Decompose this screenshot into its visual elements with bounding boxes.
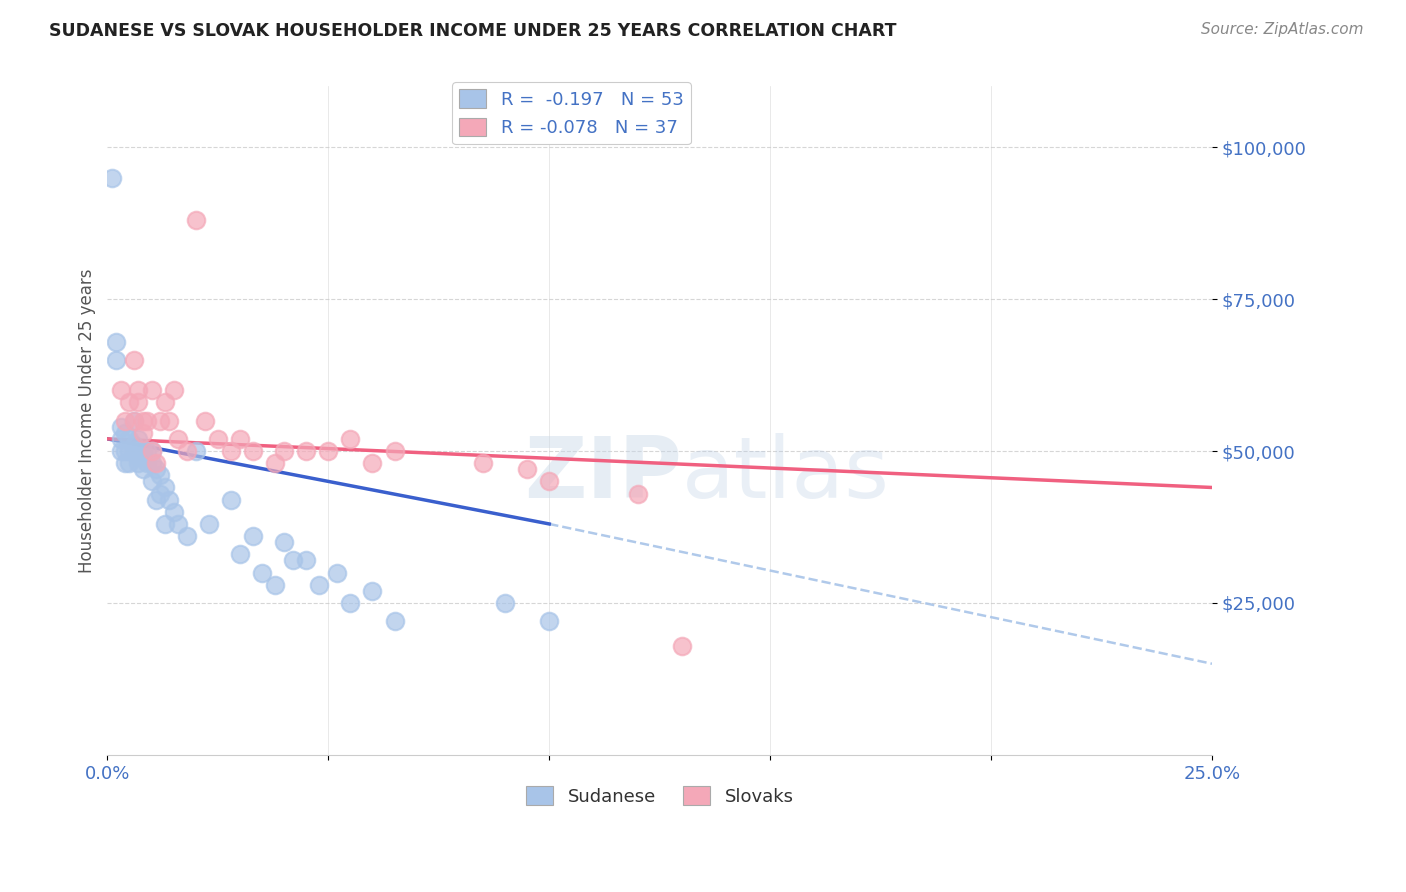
Point xyxy=(318,444,340,458)
Point xyxy=(339,596,361,610)
Point xyxy=(132,425,155,440)
Point xyxy=(194,414,217,428)
Point xyxy=(141,444,163,458)
Point xyxy=(384,614,406,628)
Point xyxy=(153,481,176,495)
Point xyxy=(141,456,163,470)
Point xyxy=(127,450,149,464)
Point xyxy=(153,395,176,409)
Point xyxy=(516,462,538,476)
Point xyxy=(122,414,145,428)
Point xyxy=(157,492,180,507)
Point xyxy=(361,456,384,470)
Point xyxy=(163,505,186,519)
Point xyxy=(198,516,221,531)
Point xyxy=(273,535,295,549)
Point xyxy=(122,444,145,458)
Point xyxy=(308,578,330,592)
Point xyxy=(122,438,145,452)
Point xyxy=(384,444,406,458)
Point xyxy=(136,456,159,470)
Point xyxy=(295,553,318,567)
Point xyxy=(538,475,561,489)
Point xyxy=(118,444,141,458)
Point xyxy=(145,462,167,476)
Point xyxy=(132,462,155,476)
Point xyxy=(250,566,273,580)
Point xyxy=(141,444,163,458)
Point xyxy=(114,414,136,428)
Point xyxy=(127,456,149,470)
Point xyxy=(114,456,136,470)
Point xyxy=(538,614,561,628)
Point xyxy=(176,444,198,458)
Text: Source: ZipAtlas.com: Source: ZipAtlas.com xyxy=(1201,22,1364,37)
Point xyxy=(149,486,172,500)
Point xyxy=(105,352,128,367)
Point xyxy=(118,395,141,409)
Point xyxy=(184,444,207,458)
Point xyxy=(145,456,167,470)
Point xyxy=(295,444,318,458)
Point xyxy=(207,432,229,446)
Point xyxy=(118,432,141,446)
Point xyxy=(494,596,516,610)
Point xyxy=(127,432,149,446)
Point xyxy=(167,516,190,531)
Point xyxy=(132,450,155,464)
Point xyxy=(219,444,242,458)
Point xyxy=(114,425,136,440)
Point xyxy=(132,414,155,428)
Text: SUDANESE VS SLOVAK HOUSEHOLDER INCOME UNDER 25 YEARS CORRELATION CHART: SUDANESE VS SLOVAK HOUSEHOLDER INCOME UN… xyxy=(49,22,897,40)
Point xyxy=(472,456,495,470)
Point xyxy=(110,383,132,397)
Point xyxy=(136,444,159,458)
Text: atlas: atlas xyxy=(682,433,890,516)
Point xyxy=(176,529,198,543)
Point xyxy=(167,432,190,446)
Legend: Sudanese, Slovaks: Sudanese, Slovaks xyxy=(519,779,800,813)
Point xyxy=(273,444,295,458)
Y-axis label: Householder Income Under 25 years: Householder Income Under 25 years xyxy=(79,268,96,573)
Point xyxy=(153,516,176,531)
Point xyxy=(136,414,159,428)
Point xyxy=(626,486,648,500)
Point xyxy=(184,213,207,227)
Point xyxy=(149,468,172,483)
Point xyxy=(242,444,264,458)
Text: ZIP: ZIP xyxy=(524,433,682,516)
Point xyxy=(141,383,163,397)
Point xyxy=(339,432,361,446)
Point xyxy=(127,383,149,397)
Point xyxy=(229,547,252,561)
Point xyxy=(118,456,141,470)
Point xyxy=(219,492,242,507)
Point xyxy=(163,383,186,397)
Point xyxy=(132,444,155,458)
Point xyxy=(242,529,264,543)
Point xyxy=(145,492,167,507)
Point xyxy=(110,444,132,458)
Point xyxy=(114,444,136,458)
Point xyxy=(361,583,384,598)
Point xyxy=(264,578,287,592)
Point xyxy=(110,419,132,434)
Point xyxy=(264,456,287,470)
Point xyxy=(149,414,172,428)
Point xyxy=(141,475,163,489)
Point xyxy=(110,432,132,446)
Point xyxy=(105,334,128,349)
Point xyxy=(671,639,693,653)
Point xyxy=(101,170,124,185)
Point xyxy=(157,414,180,428)
Point xyxy=(281,553,304,567)
Point xyxy=(122,352,145,367)
Point xyxy=(229,432,252,446)
Point xyxy=(127,395,149,409)
Point xyxy=(122,414,145,428)
Point xyxy=(326,566,349,580)
